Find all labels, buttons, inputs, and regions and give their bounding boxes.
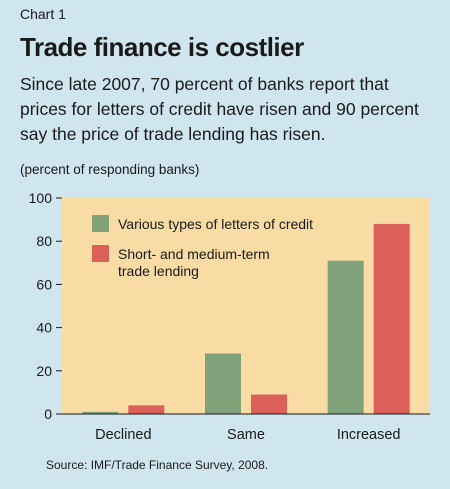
y-tick-label: 60 <box>36 276 52 292</box>
legend-label-trade-lending: Short- and medium-term trade lending <box>118 246 270 279</box>
bar-trade-lending-same <box>251 394 287 414</box>
chart-title: Trade finance is costlier <box>20 32 304 62</box>
y-axis-unit: (percent of responding banks) <box>20 162 200 177</box>
chart-source: Source: IMF/Trade Finance Survey, 2008. <box>46 458 269 472</box>
plot-area <box>62 198 430 414</box>
y-tick-label: 80 <box>36 233 52 249</box>
bar-letters-of-credit-declined <box>82 411 119 414</box>
bar-trade-lending-increased <box>373 223 410 414</box>
x-tick-label: Declined <box>95 427 151 443</box>
x-tick-label: Same <box>227 427 265 443</box>
chart-subtitle: Since late 2007, 70 percent of banks rep… <box>20 74 419 144</box>
legend-swatch-letters-of-credit <box>92 215 109 232</box>
x-tick-label: Increased <box>337 427 401 443</box>
chart-label: Chart 1 <box>20 6 66 22</box>
y-tick-label: 40 <box>36 320 52 336</box>
y-tick-label: 100 <box>29 190 53 206</box>
y-tick-label: 20 <box>36 363 52 379</box>
bar-trade-lending-declined <box>128 405 165 414</box>
legend-swatch-trade-lending <box>92 245 109 262</box>
y-tick-label: 0 <box>44 406 52 422</box>
legend-label-letters-of-credit: Various types of letters of credit <box>118 216 313 232</box>
bar-letters-of-credit-increased <box>327 260 364 414</box>
bar-letters-of-credit-same <box>205 353 241 414</box>
